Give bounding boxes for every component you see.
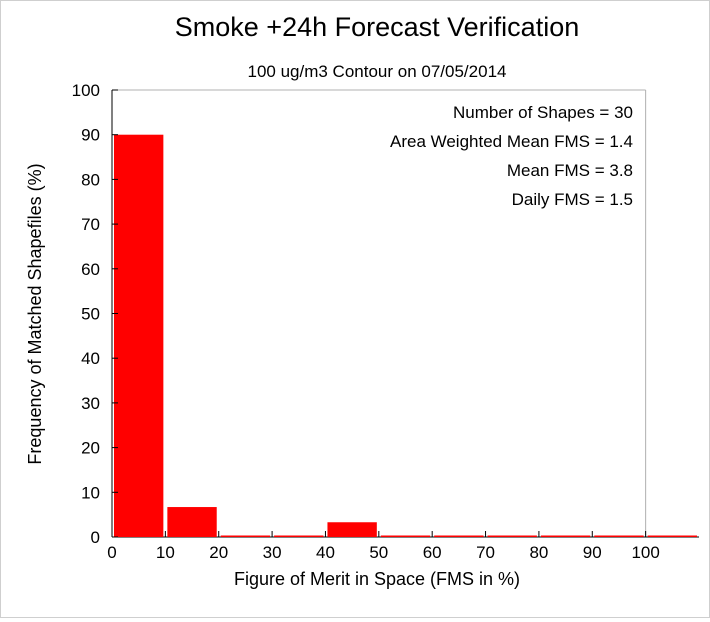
histogram-bar-100-110	[647, 535, 697, 537]
y-tick-label: 10	[81, 483, 100, 502]
histogram-bar-60-70	[434, 535, 484, 537]
x-tick-label: 60	[423, 543, 442, 562]
y-tick-label: 30	[81, 394, 100, 413]
stat-line-4: Daily FMS = 1.5	[512, 190, 633, 209]
y-tick-label: 0	[91, 528, 100, 547]
x-tick-label: 100	[631, 543, 659, 562]
x-tick-label: 10	[156, 543, 175, 562]
histogram-bars	[114, 134, 697, 537]
histogram-bar-30-40	[274, 535, 324, 537]
stat-line-3: Mean FMS = 3.8	[507, 161, 633, 180]
y-tick-label: 100	[72, 81, 100, 100]
chart-title: Smoke +24h Forecast Verification	[175, 12, 579, 42]
histogram-bar-10-20	[167, 507, 217, 537]
y-tick-label: 50	[81, 305, 100, 324]
stat-line-1: Number of Shapes = 30	[453, 103, 633, 122]
x-tick-label: 30	[263, 543, 282, 562]
y-tick-label: 70	[81, 215, 100, 234]
x-axis-label: Figure of Merit in Space (FMS in %)	[234, 569, 520, 589]
histogram-bar-90-100	[594, 535, 644, 537]
statistics-annotations: Number of Shapes = 30 Area Weighted Mean …	[390, 103, 633, 209]
y-tick-label: 80	[81, 170, 100, 189]
histogram-bar-40-50	[327, 522, 377, 537]
y-axis-ticks: 0 10 20 30 40 50 60 70 80 90 100	[72, 81, 118, 547]
x-tick-label: 90	[583, 543, 602, 562]
y-tick-label: 20	[81, 439, 100, 458]
x-axis-ticks: 0 10 20 30 40 50 60 70 80 90 100	[107, 531, 660, 562]
stat-line-2: Area Weighted Mean FMS = 1.4	[390, 132, 633, 151]
y-tick-label: 60	[81, 260, 100, 279]
x-tick-label: 20	[209, 543, 228, 562]
y-tick-label: 90	[81, 126, 100, 145]
y-tick-label: 40	[81, 349, 100, 368]
y-axis-label: Frequency of Matched Shapefiles (%)	[25, 163, 45, 464]
histogram-bar-80-90	[540, 535, 591, 537]
chart-subtitle: 100 ug/m3 Contour on 07/05/2014	[248, 62, 507, 81]
x-tick-label: 70	[476, 543, 495, 562]
x-tick-label: 80	[529, 543, 548, 562]
histogram-bar-70-80	[487, 535, 537, 537]
histogram-bar-20-30	[220, 535, 271, 537]
x-tick-label: 40	[316, 543, 335, 562]
x-tick-label: 0	[107, 543, 116, 562]
x-tick-label: 50	[369, 543, 388, 562]
plot-frame	[111, 89, 699, 538]
histogram-bar-50-60	[380, 535, 431, 537]
histogram-bar-0-10	[114, 134, 164, 537]
